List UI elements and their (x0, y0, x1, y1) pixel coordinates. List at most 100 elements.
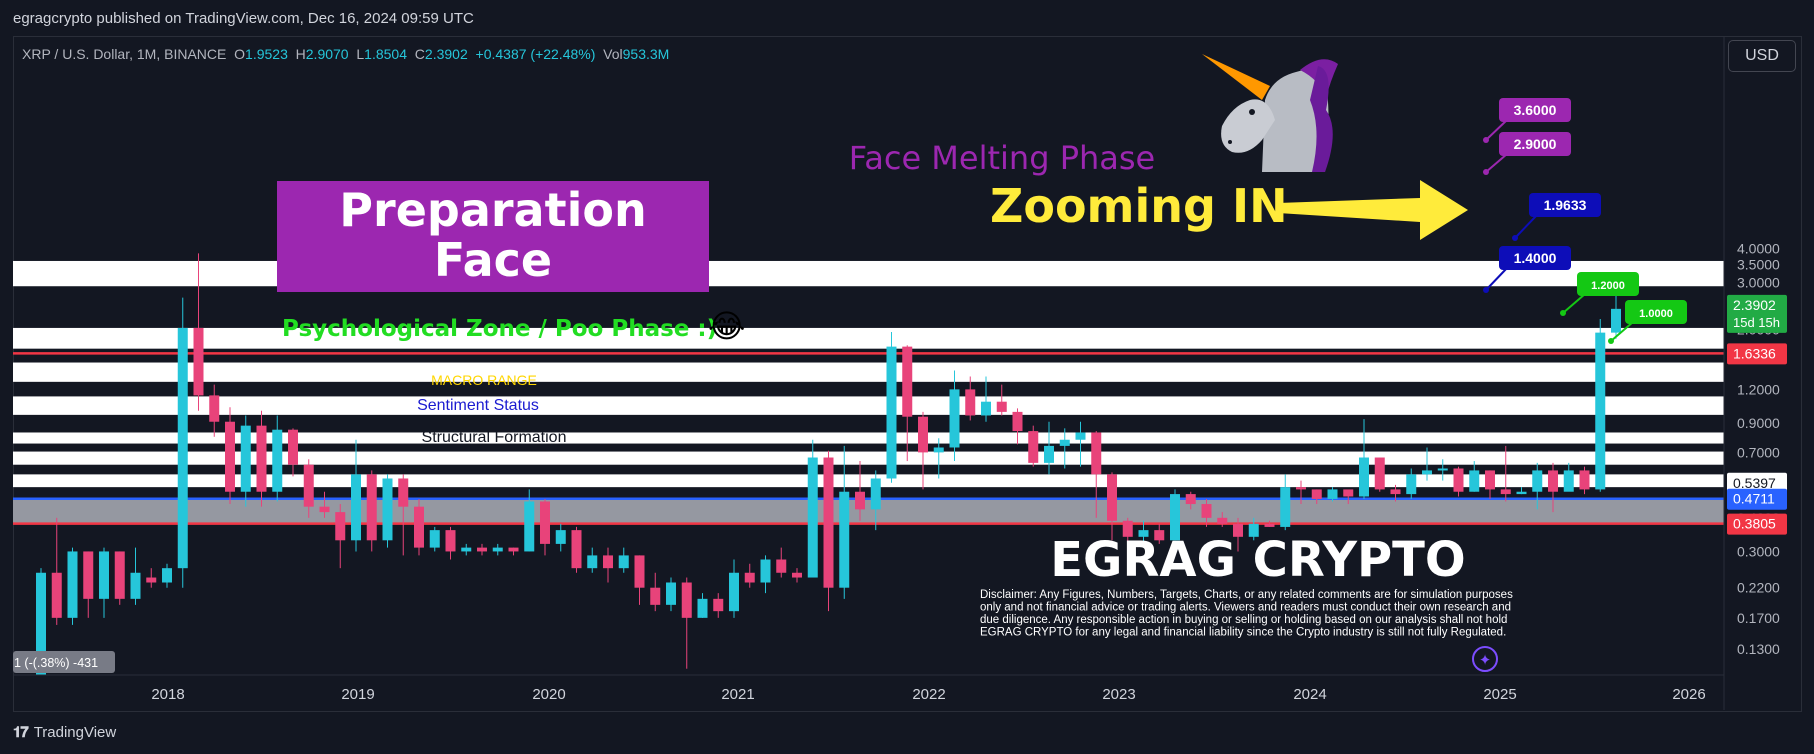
candle-body-8 (162, 568, 172, 583)
candle-body-48 (792, 572, 802, 578)
candle-body-22 (382, 478, 393, 541)
candle-body-80 (1296, 487, 1306, 490)
unicorn-icon (1202, 54, 1338, 172)
candle-body-91 (1469, 470, 1480, 492)
candle-body-56 (918, 416, 928, 453)
candle-body-51 (839, 491, 850, 588)
high-label: H (295, 46, 306, 62)
zone-band-7 (13, 498, 1724, 524)
y-tick-8: 0.3000 (1737, 543, 1780, 559)
candle-body-39 (650, 587, 661, 605)
currency-button[interactable]: USD (1728, 40, 1796, 72)
candle-body-89 (1437, 468, 1448, 471)
published-text: egragcrypto published on TradingView.com… (13, 10, 474, 27)
price-label-bg-2 (1727, 472, 1787, 494)
candle-body-66 (1075, 432, 1086, 440)
price-label-2: 0.5397 (1733, 475, 1776, 491)
target-point-0 (1483, 137, 1489, 143)
candle-body-47 (776, 559, 787, 573)
disclaimer-line-1: only and not financial advice or trading… (980, 602, 1511, 614)
candle-body-70 (1138, 530, 1149, 537)
candle-body-82 (1327, 489, 1338, 499)
target-tag-0: 3.6000 (1514, 102, 1557, 118)
candle-body-86 (1390, 489, 1401, 495)
zone-band-3 (13, 396, 1724, 415)
candle-body-65 (1059, 439, 1070, 446)
candle-body-99 (1595, 332, 1606, 490)
candle-body-59 (965, 389, 976, 416)
target-point-5 (1608, 338, 1614, 344)
target-tag-2: 1.9633 (1544, 197, 1587, 213)
candle-body-69 (1122, 520, 1133, 537)
x-tick-3: 2021 (721, 686, 754, 703)
target-connector-2 (1514, 214, 1538, 239)
candle-body-45 (744, 572, 755, 583)
target-connector-5 (1610, 321, 1634, 342)
candle-body-63 (1028, 431, 1039, 463)
candle-body-34 (571, 530, 582, 569)
zone-band-6 (13, 474, 1724, 488)
zone-band-2 (13, 362, 1724, 382)
disclaimer-line-2: due diligence. Any responsible action in… (980, 614, 1507, 626)
candle-body-24 (414, 506, 424, 548)
x-tick-7: 2025 (1483, 686, 1516, 703)
candle-body-50 (823, 457, 834, 588)
candle-body-12 (225, 421, 235, 492)
candle-body-71 (1154, 530, 1165, 541)
candle-body-4 (99, 551, 109, 599)
zone-band-4 (13, 432, 1724, 444)
candle-body-1 (51, 572, 62, 618)
candle-body-0 (36, 572, 46, 675)
candle-body-2 (67, 551, 78, 618)
y-tick-11: 0.1300 (1737, 641, 1780, 657)
y-tick-5: 0.9000 (1737, 415, 1780, 431)
candle-body-52 (855, 491, 865, 510)
y-tick-6: 0.7000 (1737, 444, 1780, 460)
target-point-3 (1483, 287, 1489, 293)
x-tick-4: 2022 (912, 686, 945, 703)
y-tick-10: 0.1700 (1737, 610, 1780, 626)
candle-body-64 (1044, 445, 1054, 463)
preparation-title-2: Face (434, 233, 552, 287)
candle-body-33 (555, 530, 566, 544)
close-value: 2.3902 (424, 46, 468, 62)
target-tag-bg-3 (1499, 246, 1571, 270)
price-label-countdown: 15d 15h (1733, 315, 1780, 330)
sparkle-icon: ✦ (1479, 651, 1492, 669)
candle-body-87 (1406, 474, 1417, 495)
zooming-in-label: Zooming IN (990, 179, 1288, 233)
target-point-1 (1483, 169, 1489, 175)
candle-body-96 (1548, 470, 1558, 492)
candle-body-31 (524, 501, 535, 552)
x-tick-8: 2026 (1672, 686, 1705, 703)
candle-body-54 (886, 346, 897, 479)
candle-body-53 (870, 478, 881, 510)
price-label-3: 0.4711 (1733, 491, 1775, 507)
candle-body-11 (209, 395, 220, 422)
candle-body-60 (981, 401, 991, 416)
target-tag-1: 2.9000 (1514, 136, 1557, 152)
candle-body-57 (933, 447, 944, 453)
target-connector-1 (1485, 153, 1508, 173)
zone-band-5 (13, 451, 1724, 465)
candle-body-41 (681, 582, 692, 618)
x-tick-6: 2024 (1293, 686, 1326, 703)
candle-body-37 (618, 555, 629, 569)
target-tag-bg-5 (1625, 300, 1687, 324)
macro-range-label: MACRO RANGE (431, 372, 537, 388)
candle-body-7 (146, 577, 157, 583)
symbol-label[interactable]: XRP / U.S. Dollar, 1M, BINANCE (22, 46, 227, 62)
candle-body-67 (1091, 432, 1102, 475)
candle-body-25 (429, 530, 440, 548)
target-tag-bg-4 (1577, 272, 1639, 296)
low-value: 1.8504 (364, 46, 407, 62)
volume-label: Vol (603, 46, 623, 62)
candle-body-73 (1185, 494, 1196, 505)
candle-body-75 (1217, 517, 1228, 524)
candle-body-3 (83, 551, 94, 599)
volume-value: 953.3M (622, 46, 670, 62)
candle-body-100 (1611, 308, 1621, 333)
candle-body-95 (1532, 470, 1543, 492)
footer-brand[interactable]: 𝟏𝟕 TradingView (13, 724, 116, 741)
